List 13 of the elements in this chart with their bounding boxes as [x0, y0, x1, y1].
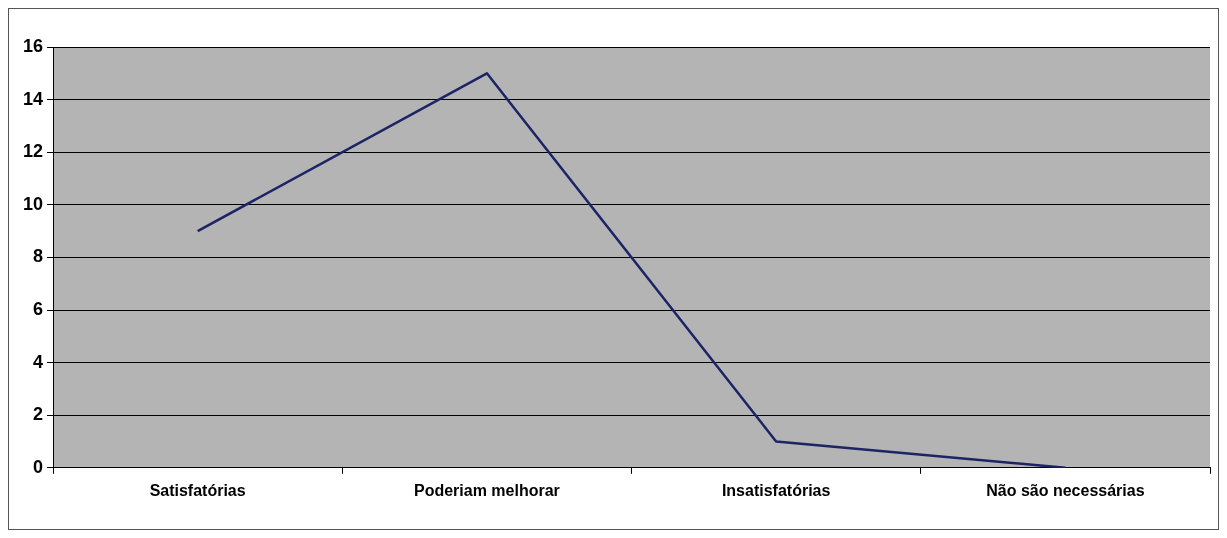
y-tick-label: 2 — [33, 404, 44, 425]
y-tick-label: 8 — [33, 246, 44, 267]
y-tick-label: 16 — [22, 35, 44, 56]
y-tick-label: 4 — [33, 351, 44, 372]
x-tick-label: Insatisfatórias — [721, 481, 831, 499]
x-tick-label: Satisfatórias — [149, 481, 246, 499]
x-tick-label: Poderiam melhorar — [413, 481, 560, 499]
y-tick-label: 10 — [22, 193, 44, 214]
y-tick-label: 0 — [33, 456, 44, 477]
y-tick-label: 12 — [22, 141, 44, 162]
y-tick-label: 14 — [22, 88, 44, 109]
x-tick-label: Não são necessárias — [986, 481, 1145, 499]
y-tick-label: 6 — [33, 298, 44, 319]
